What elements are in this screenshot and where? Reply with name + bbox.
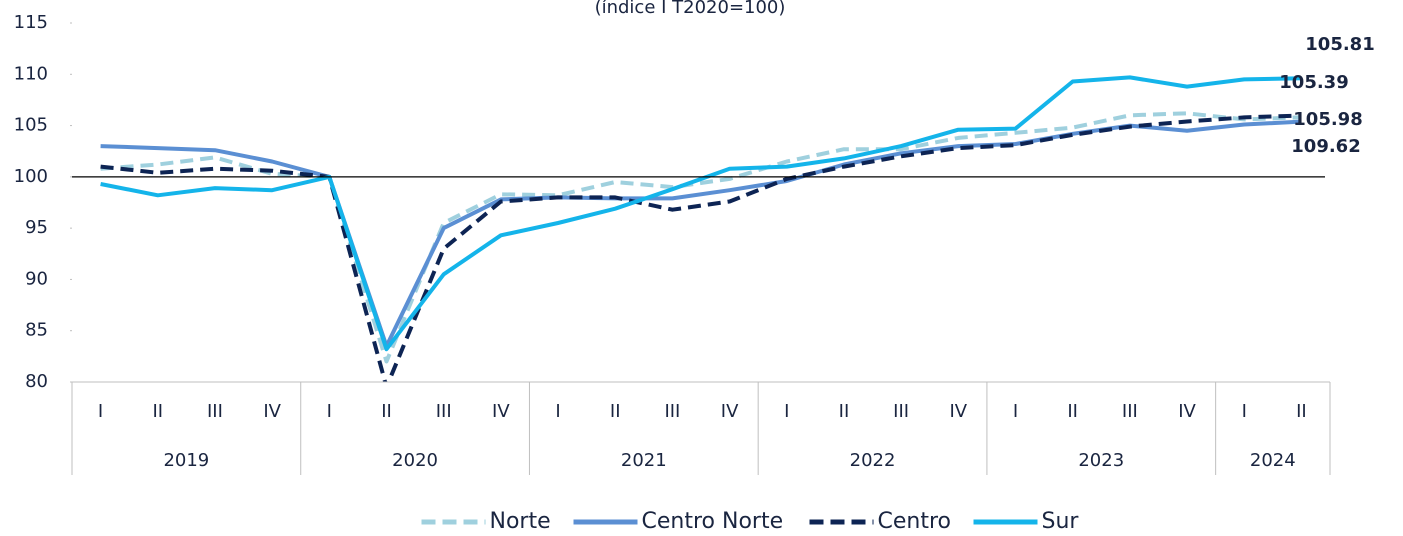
y-tick-label: 80: [25, 371, 48, 392]
x-tick-label: I: [1013, 401, 1018, 422]
x-tick-label: I: [98, 401, 103, 422]
y-tick-label: 100: [14, 166, 48, 187]
legend-label: Centro Norte: [642, 509, 784, 534]
x-tick-label: I: [555, 401, 560, 422]
plot-area: [100, 75, 1302, 382]
value-label: 105.39: [1279, 72, 1348, 93]
y-tick-label: 105: [14, 115, 48, 136]
value-label: 105.98: [1293, 109, 1362, 130]
chart-title: (índice I T2020=100): [595, 0, 786, 18]
y-tick-label: 115: [14, 12, 48, 33]
x-tick-label: IV: [1178, 401, 1196, 422]
series-line: [100, 75, 1302, 352]
x-tick-label: III: [664, 401, 680, 422]
x-group-label: 2021: [621, 450, 667, 471]
x-tick-label: II: [1067, 401, 1078, 422]
legend-label: Sur: [1042, 509, 1080, 534]
x-tick-label: I: [327, 401, 332, 422]
y-tick-label: 90: [25, 268, 48, 289]
legend-label: Norte: [490, 509, 551, 534]
x-tick-label: IV: [492, 401, 510, 422]
x-tick-label: IV: [950, 401, 968, 422]
x-tick-label: III: [1122, 401, 1138, 422]
series-line: [100, 111, 1302, 364]
x-group-label: 2023: [1078, 450, 1124, 471]
x-tick-label: II: [610, 401, 621, 422]
value-label: 105.81: [1305, 34, 1374, 55]
x-tick-label: III: [893, 401, 909, 422]
y-tick-label: 85: [25, 320, 48, 341]
legend-label: Centro: [878, 509, 952, 534]
series-line: [100, 119, 1302, 349]
x-group-label: 2024: [1250, 450, 1296, 471]
x-group-label: 2022: [850, 450, 896, 471]
x-tick-label: II: [839, 401, 850, 422]
x-tick-label: II: [1296, 401, 1307, 422]
x-tick-label: III: [207, 401, 223, 422]
value-label: 109.62: [1291, 136, 1360, 157]
x-tick-label: IV: [721, 401, 739, 422]
x-tick-label: IV: [263, 401, 281, 422]
x-group-label: 2019: [163, 450, 209, 471]
y-tick-label: 110: [14, 63, 48, 84]
x-tick-label: II: [381, 401, 392, 422]
series-line: [100, 113, 1302, 382]
y-tick-label: 95: [25, 217, 48, 238]
x-group-label: 2020: [392, 450, 438, 471]
x-tick-label: I: [784, 401, 789, 422]
x-tick-label: III: [436, 401, 452, 422]
x-tick-label: II: [152, 401, 163, 422]
x-tick-label: I: [1242, 401, 1247, 422]
